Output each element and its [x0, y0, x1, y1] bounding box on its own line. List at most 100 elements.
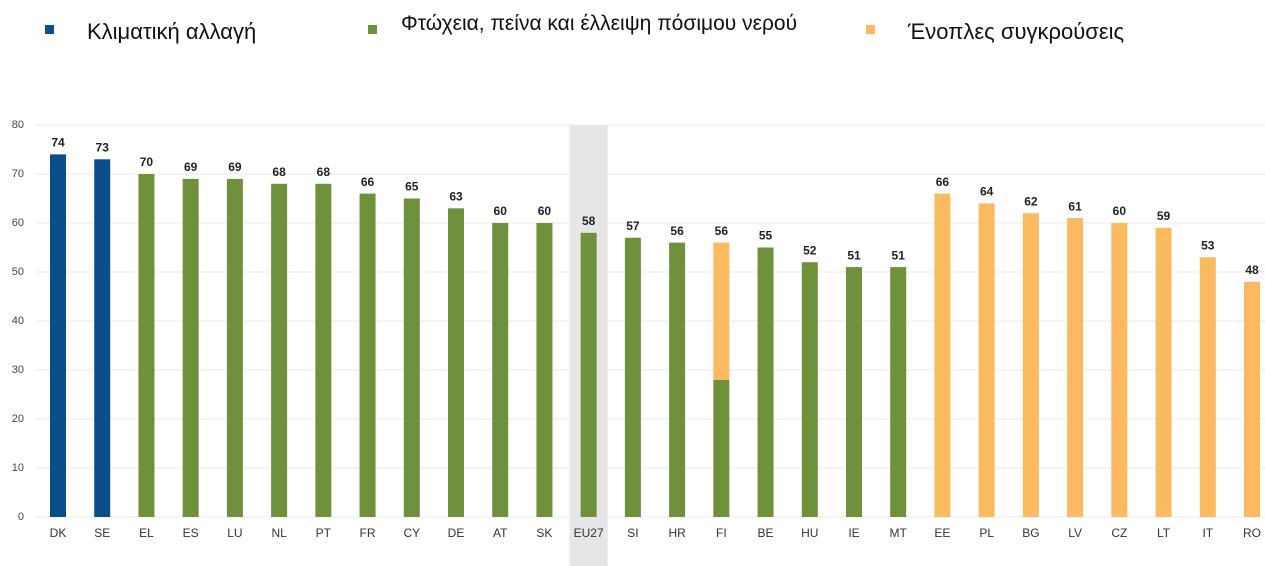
legend-label: Ένοπλες συγκρούσεις — [908, 19, 1125, 44]
data-label: 60 — [494, 204, 508, 218]
x-tick-label: AT — [493, 526, 508, 540]
bar — [94, 159, 111, 518]
x-tick-label: IE — [848, 526, 859, 540]
x-tick-label: BE — [758, 526, 774, 540]
bar — [448, 208, 464, 518]
x-tick-label: NL — [271, 526, 287, 540]
data-label: 56 — [715, 224, 729, 238]
data-label: 70 — [140, 155, 154, 169]
y-tick-label: 10 — [12, 462, 24, 474]
x-tick-label: EL — [139, 526, 154, 540]
data-label: 51 — [892, 248, 906, 262]
bar — [536, 223, 553, 517]
bar — [713, 379, 730, 517]
x-tick-label: FR — [360, 526, 376, 540]
bar — [1199, 257, 1216, 517]
x-tick-label: DK — [50, 526, 67, 540]
bar — [890, 267, 907, 517]
data-label: 60 — [1113, 204, 1127, 218]
data-label: 51 — [847, 248, 861, 262]
legend-swatch — [368, 25, 377, 34]
bar — [271, 183, 288, 518]
data-label: 69 — [184, 160, 198, 174]
bar — [403, 198, 420, 517]
x-tick-label: LV — [1068, 526, 1082, 540]
data-label: 66 — [361, 175, 375, 189]
y-tick-label: 0 — [18, 511, 24, 523]
bar — [182, 178, 199, 517]
data-label: 56 — [670, 224, 684, 238]
legend-label: Κλιματική αλλαγή — [87, 19, 257, 44]
data-label: 62 — [1024, 194, 1038, 208]
data-label: 53 — [1201, 238, 1215, 252]
bar — [757, 247, 774, 517]
x-tick-label: LU — [227, 526, 242, 540]
bar — [1111, 223, 1128, 517]
data-label: 59 — [1157, 209, 1171, 223]
data-label: 55 — [759, 229, 773, 243]
x-tick-label: SE — [94, 526, 110, 540]
data-label: 68 — [272, 165, 286, 179]
data-label: 61 — [1068, 199, 1082, 213]
legend-swatch — [45, 25, 54, 34]
bar — [624, 237, 641, 517]
y-tick-label: 50 — [12, 266, 24, 278]
data-label: 48 — [1245, 263, 1259, 277]
bar — [492, 223, 509, 517]
bar — [669, 242, 686, 517]
x-tick-label: FI — [716, 526, 727, 540]
data-label: 63 — [449, 189, 463, 203]
y-tick-label: 60 — [12, 217, 24, 229]
bar — [846, 267, 862, 517]
bar — [713, 242, 730, 380]
bar — [934, 193, 951, 517]
data-label: 64 — [980, 185, 994, 199]
x-tick-label: ES — [183, 526, 199, 540]
y-tick-label: 80 — [12, 119, 24, 131]
data-label: 65 — [405, 180, 419, 194]
x-tick-label: RO — [1243, 526, 1261, 540]
bar — [1155, 227, 1172, 517]
bar — [801, 262, 818, 517]
data-label: 60 — [538, 204, 552, 218]
bar — [50, 154, 66, 517]
x-tick-label: CZ — [1111, 526, 1127, 540]
data-label: 58 — [582, 214, 596, 228]
bar — [1244, 281, 1260, 517]
data-label: 66 — [936, 175, 950, 189]
data-label: 69 — [228, 160, 242, 174]
data-label: 73 — [96, 140, 110, 154]
bar — [315, 183, 332, 518]
x-tick-label: HU — [801, 526, 818, 540]
y-tick-label: 40 — [12, 315, 24, 327]
x-tick-label: EE — [934, 526, 950, 540]
x-tick-label: IT — [1202, 526, 1213, 540]
bar — [1067, 218, 1084, 517]
x-tick-label: CY — [403, 526, 420, 540]
x-tick-label: DE — [448, 526, 465, 540]
legend-label: Φτώχεια, πείνα και έλλειψη πόσιμου νερού — [401, 12, 798, 35]
bar — [359, 193, 376, 517]
y-tick-label: 70 — [12, 168, 24, 180]
bar — [978, 203, 995, 517]
bar — [138, 174, 155, 517]
x-tick-label: PL — [979, 526, 994, 540]
y-tick-label: 20 — [12, 413, 24, 425]
legend-swatch — [866, 25, 875, 34]
x-tick-label: BG — [1022, 526, 1039, 540]
x-tick-label: EU27 — [574, 526, 604, 540]
bar — [226, 178, 243, 517]
y-tick-label: 30 — [12, 364, 24, 376]
x-tick-label: PT — [316, 526, 332, 540]
x-tick-label: LT — [1157, 526, 1171, 540]
x-tick-label: MT — [890, 526, 908, 540]
x-tick-label: SK — [536, 526, 552, 540]
data-label: 57 — [626, 219, 640, 233]
bar — [1022, 213, 1039, 517]
x-tick-label: SI — [627, 526, 638, 540]
data-label: 68 — [317, 165, 331, 179]
x-tick-label: HR — [668, 526, 686, 540]
bar — [580, 232, 597, 518]
